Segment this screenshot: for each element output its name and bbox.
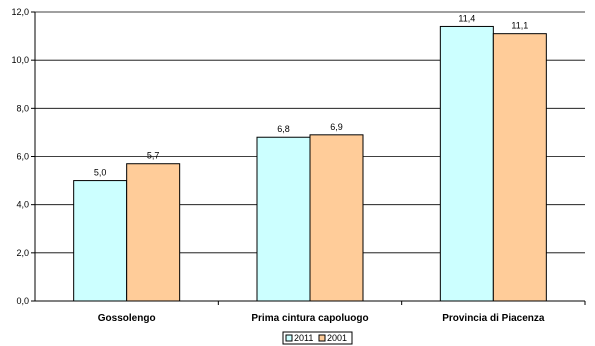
y-tick-label: 10,0 xyxy=(11,55,29,65)
y-tick-label: 2,0 xyxy=(16,248,29,258)
data-label: 11,4 xyxy=(458,13,475,23)
y-tick-label: 0,0 xyxy=(16,296,29,306)
y-tick-label: 6,0 xyxy=(16,152,29,162)
y-tick-label: 4,0 xyxy=(16,200,29,210)
legend: 2011 2001 xyxy=(283,332,352,344)
y-tick-label: 12,0 xyxy=(11,7,29,17)
x-category-label: Gossolengo xyxy=(98,313,156,324)
y-tick-label: 8,0 xyxy=(16,103,29,113)
bar-2001 xyxy=(127,164,180,301)
legend-label: 2001 xyxy=(327,333,347,343)
legend-label: 2011 xyxy=(294,333,313,343)
x-axis: Gossolengo Prima cintura capoluogo Provinc… xyxy=(35,301,585,324)
bar-2011 xyxy=(74,181,127,301)
legend-swatch-2001 xyxy=(319,335,325,341)
x-category-label: Provincia di Piacenza xyxy=(442,313,545,324)
bar-2011 xyxy=(257,137,310,301)
data-label: 6,8 xyxy=(277,124,290,134)
bar-2011 xyxy=(440,26,493,301)
data-label: 5,0 xyxy=(94,168,107,178)
bars: 5,0 5,7 6,8 6,9 11,4 11,1 xyxy=(74,13,547,301)
data-label: 5,7 xyxy=(147,151,160,161)
legend-swatch-2011 xyxy=(286,335,292,341)
bar-2001 xyxy=(493,34,546,301)
data-label: 6,9 xyxy=(330,122,343,132)
x-category-label: Prima cintura capoluogo xyxy=(251,313,368,324)
data-label: 11,1 xyxy=(511,21,528,31)
bar-2001 xyxy=(310,135,363,301)
y-axis: 0,0 2,0 4,0 6,0 8,0 10,0 12,0 xyxy=(11,7,35,306)
